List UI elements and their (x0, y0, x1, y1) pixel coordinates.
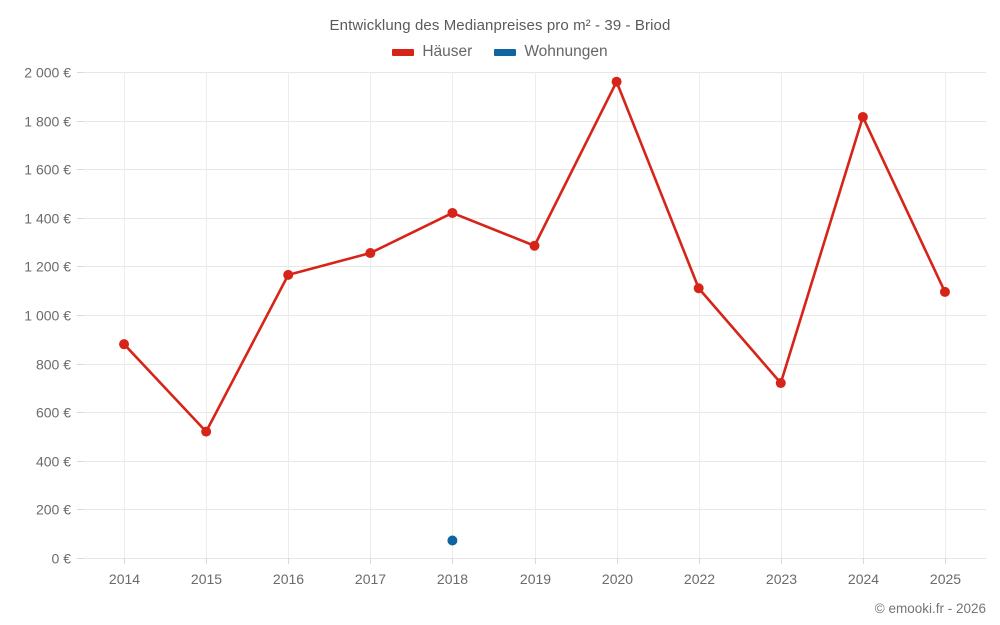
x-axis-tick-label: 2015 (191, 571, 222, 587)
series-line-0 (122, 80, 947, 433)
data-point[interactable] (529, 240, 540, 251)
y-axis-tick-label: 2 000 € (24, 65, 71, 81)
vertical-gridlines (124, 72, 946, 564)
x-axis-tick-label: 2014 (109, 571, 140, 587)
data-point[interactable] (447, 207, 458, 218)
data-series-layer (119, 76, 950, 546)
y-axis-tick-label: 1 200 € (24, 259, 71, 275)
x-axis-tick-label: 2024 (848, 571, 879, 587)
data-point[interactable] (365, 248, 376, 259)
data-point[interactable] (939, 286, 950, 297)
y-axis-tick-label: 1 600 € (24, 162, 71, 178)
chart-legend: Häuser Wohnungen (0, 43, 1000, 61)
legend-label-hauser: Häuser (422, 43, 473, 60)
x-axis-tick-label: 2016 (273, 571, 304, 587)
data-point[interactable] (611, 76, 622, 87)
horizontal-gridlines (77, 72, 986, 559)
y-axis-tick-label: 0 € (52, 551, 72, 567)
x-axis-tick-label: 2023 (766, 571, 797, 587)
chart-title: Entwicklung des Medianpreises pro m² - 3… (329, 17, 671, 34)
data-point[interactable] (283, 269, 294, 280)
data-point[interactable] (857, 111, 868, 122)
legend-swatch-wohnungen (494, 48, 517, 56)
x-axis-tick-label: 2017 (355, 571, 386, 587)
y-axis-tick-label: 400 € (36, 454, 71, 470)
legend-swatch-hauser (392, 48, 415, 56)
x-axis-tick-label: 2019 (520, 571, 551, 587)
y-axis-tick-label: 1 800 € (24, 114, 71, 130)
legend-item-hauser[interactable]: Häuser (392, 43, 472, 61)
legend-label-wohnungen: Wohnungen (524, 43, 608, 60)
y-axis-tick-label: 200 € (36, 502, 71, 518)
x-axis-labels: 2014 2015 2016 2017 2018 2019 2020 2022 2023 2024… (109, 571, 961, 587)
data-point[interactable] (693, 283, 704, 294)
y-axis-tick-label: 800 € (36, 357, 71, 373)
data-point[interactable] (201, 426, 212, 437)
x-axis-tick-label: 2018 (437, 571, 468, 587)
data-point[interactable] (119, 339, 130, 350)
legend-item-wohnungen[interactable]: Wohnungen (494, 43, 608, 61)
x-axis-tick-label: 2020 (602, 571, 633, 587)
x-axis-tick-label: 2022 (684, 571, 715, 587)
y-axis-labels: 0 € 200 € 400 € 600 € 800 € 1 000 € 1 200 € 1 4… (24, 65, 71, 567)
x-axis-tick-label: 2025 (930, 571, 961, 587)
y-axis-tick-label: 1 000 € (24, 308, 71, 324)
copyright-credit: © emooki.fr - 2026 (874, 601, 986, 616)
y-axis-tick-label: 600 € (36, 405, 71, 421)
y-axis-tick-label: 1 400 € (24, 211, 71, 227)
data-point[interactable] (447, 535, 458, 546)
data-point[interactable] (775, 378, 786, 389)
